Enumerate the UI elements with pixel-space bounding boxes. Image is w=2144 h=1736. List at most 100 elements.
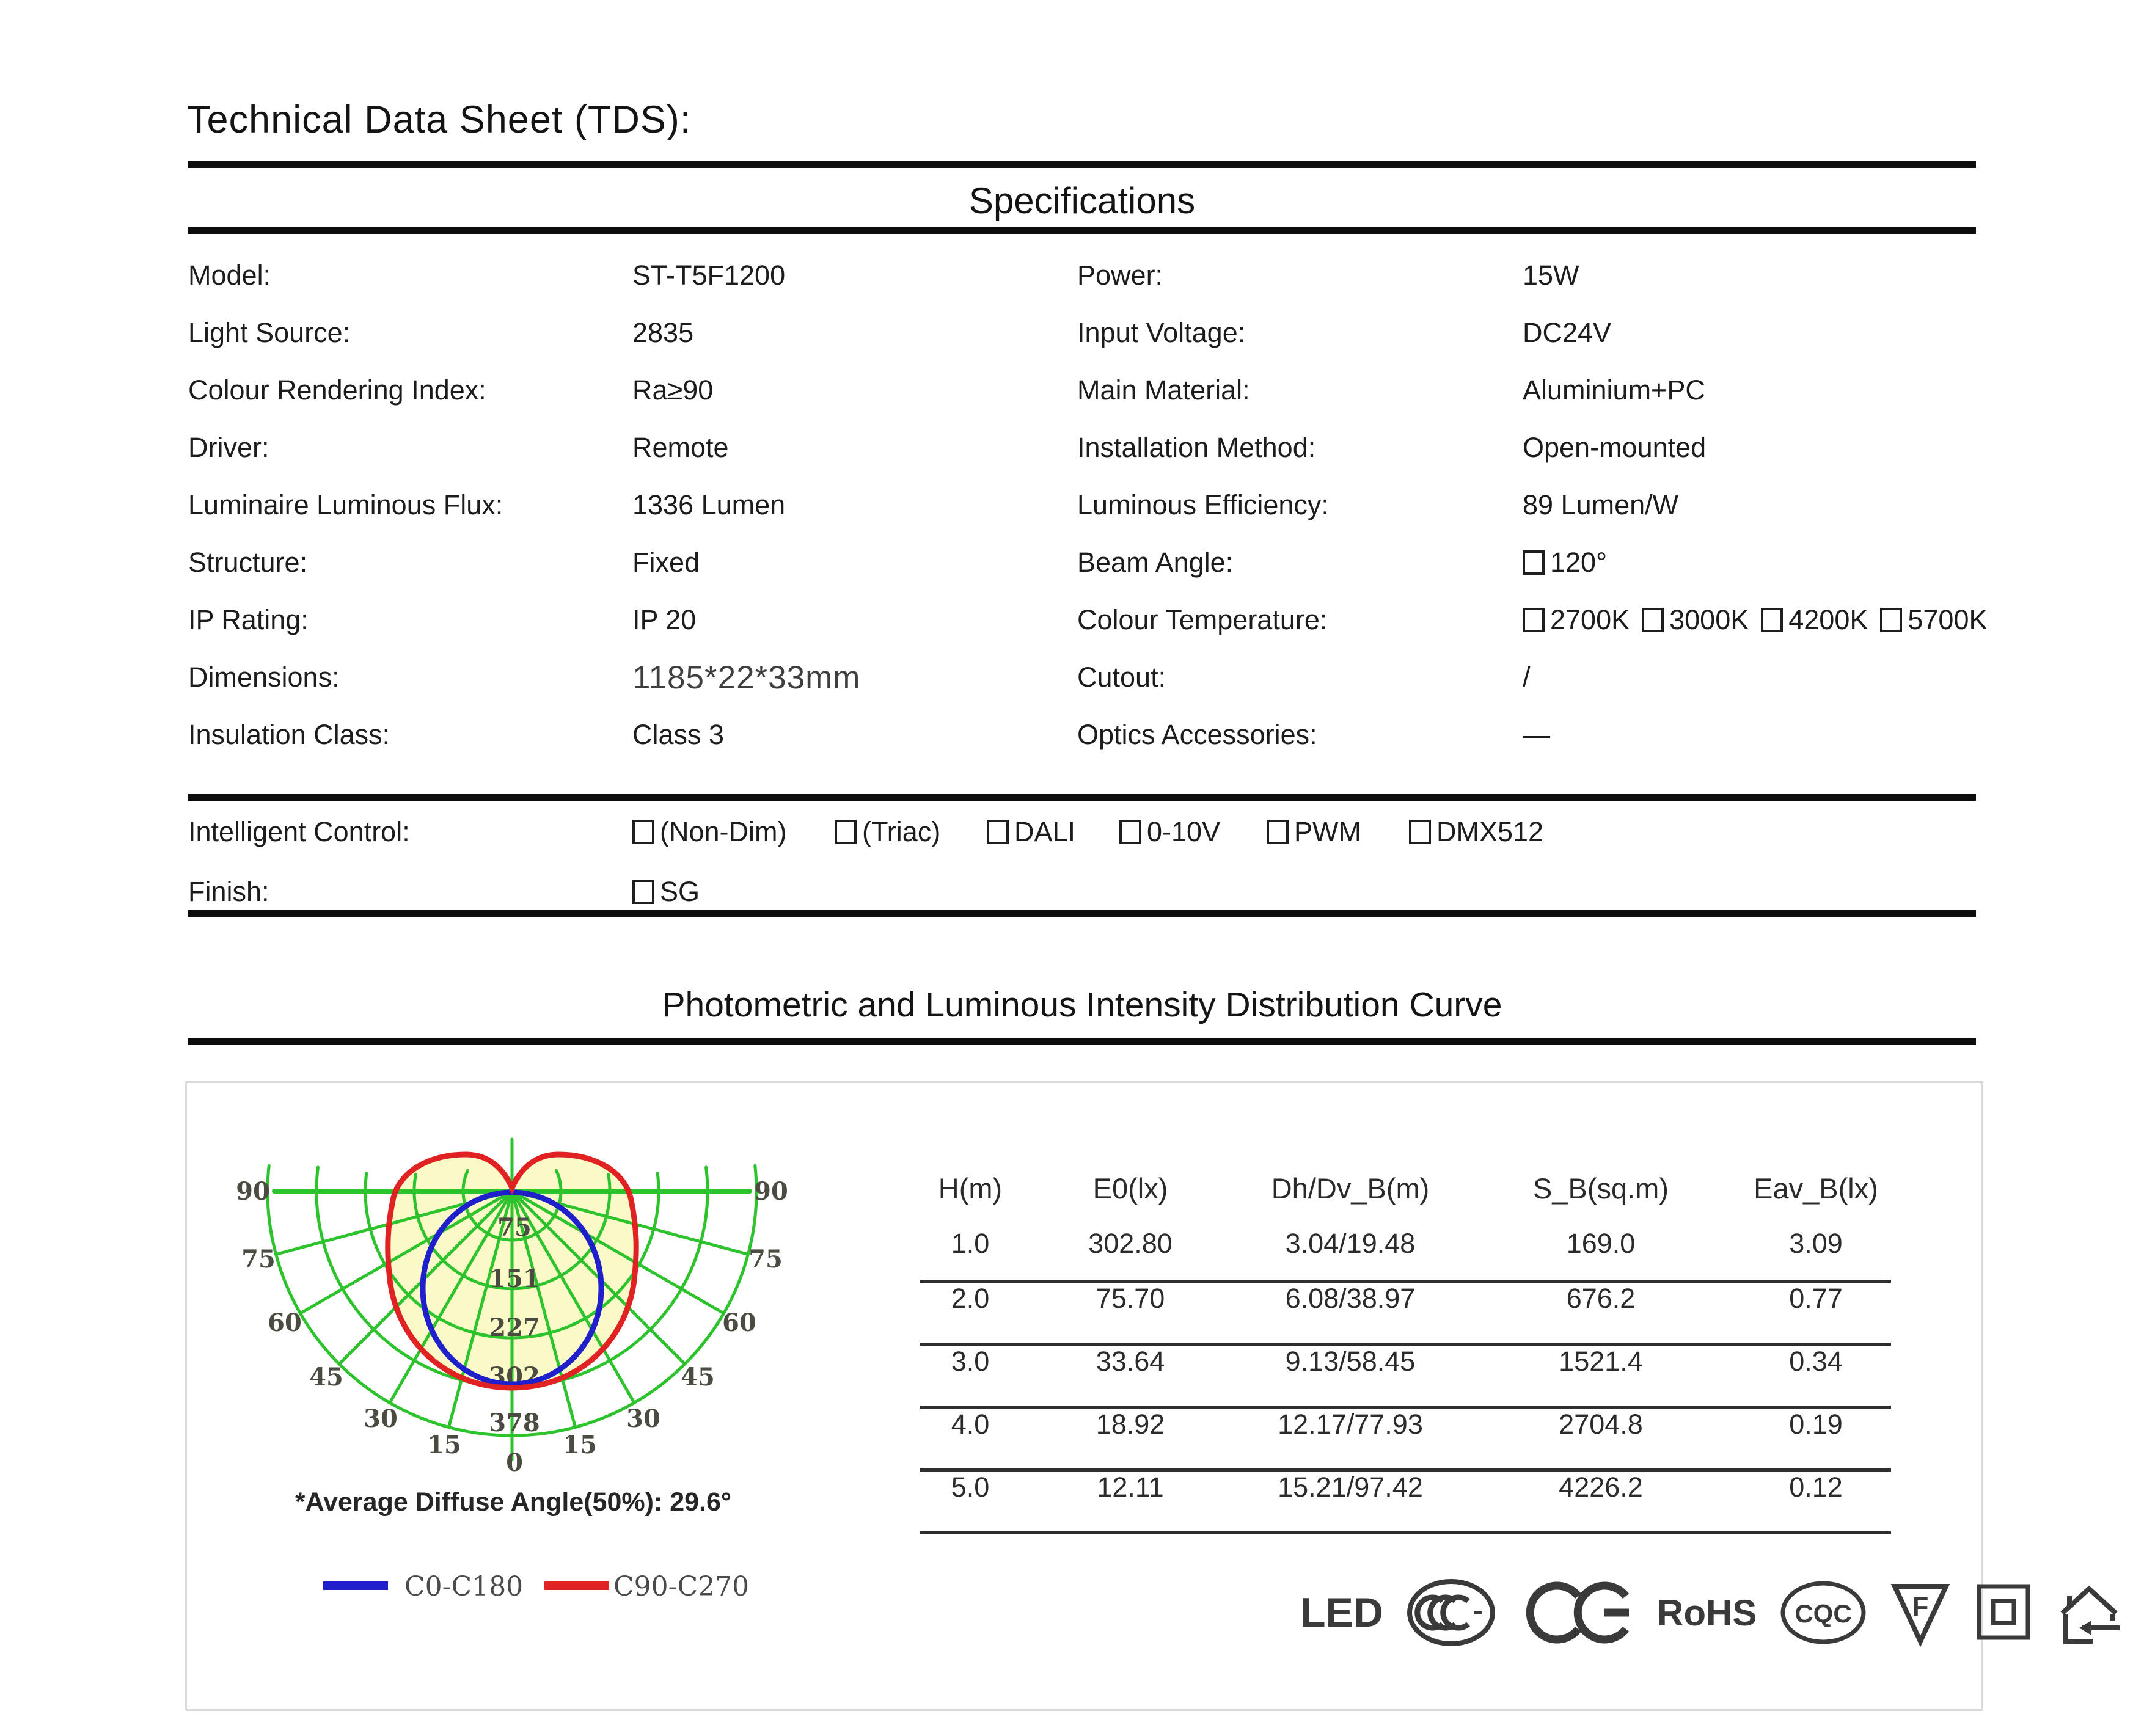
angle-label: 45 (681, 1363, 715, 1391)
table-row: 1.0 302.80 3.04/19.48 169.0 3.09 (920, 1228, 1891, 1260)
checkbox-4200k[interactable] (1761, 608, 1783, 632)
table-cell: 302.80 (1021, 1228, 1240, 1260)
checkbox-label: 5700K (1908, 604, 1987, 636)
checkbox-3000k[interactable] (1642, 608, 1664, 632)
table-cell: 4.0 (920, 1409, 1021, 1440)
zero-angle-label: 0 (506, 1448, 523, 1477)
checkbox-non-dim[interactable] (632, 820, 654, 844)
spec-label-cutout: Cutout: (1077, 662, 1523, 693)
checkbox-triac[interactable] (835, 820, 857, 844)
spec-label-cri: Colour Rendering Index: (188, 374, 632, 406)
checkbox-dali[interactable] (987, 820, 1009, 844)
class-ii-insulation-icon (1973, 1578, 2034, 1648)
checkbox-label: (Non-Dim) (660, 816, 787, 848)
spec-label-light-source: Light Source: (188, 317, 632, 349)
table-cell: 3.04/19.48 (1240, 1228, 1461, 1260)
spec-value-cri: Ra≥90 (632, 374, 1077, 406)
table-row: 2.0 75.70 6.08/38.97 676.2 0.77 (920, 1283, 1891, 1315)
legend-swatch-c90 (544, 1581, 609, 1590)
spec-label-dimensions: Dimensions: (188, 662, 632, 693)
cct-option: 4200K (1761, 604, 1868, 636)
finish-option: SG (632, 876, 700, 908)
table-cell: 169.0 (1461, 1228, 1741, 1260)
table-cell: 33.64 (1021, 1346, 1240, 1377)
checkbox-2700k[interactable] (1523, 608, 1545, 632)
control-option: 0-10V (1119, 816, 1220, 848)
certification-marks: LED RoHS CQC F (1300, 1576, 2124, 1649)
photometric-heading: Photometric and Luminous Intensity Distr… (188, 985, 1976, 1025)
table-cell: 15.21/97.42 (1240, 1472, 1461, 1503)
divider (188, 227, 1976, 234)
intelligent-control-label: Intelligent Control: (188, 812, 410, 852)
table-cell: 18.92 (1021, 1409, 1240, 1440)
ce-mark-icon (1519, 1578, 1635, 1648)
angle-label: 90 (754, 1177, 788, 1206)
angle-label: 60 (722, 1308, 756, 1337)
angle-label: 75 (241, 1245, 276, 1274)
control-option: (Non-Dim) (632, 816, 787, 848)
finish-label: Finish: (188, 872, 269, 911)
spec-label-main-material: Main Material: (1077, 374, 1523, 406)
table-cell: 6.08/38.97 (1240, 1283, 1461, 1315)
checkbox-0-10v[interactable] (1119, 820, 1141, 844)
checkbox-5700k[interactable] (1880, 608, 1902, 632)
table-row-divider (920, 1531, 1891, 1534)
spec-label-ip-rating: IP Rating: (188, 604, 632, 636)
legend-label-c90-c270: C90-C270 (613, 1571, 749, 1602)
legend-swatch-c0 (323, 1581, 388, 1590)
divider (188, 910, 1976, 917)
angle-label: 45 (309, 1363, 343, 1391)
colour-temperature-options: 2700K 3000K 4200K 5700K (1523, 604, 1976, 636)
beam-angle-options: 120° (1523, 547, 1976, 578)
ring-label: 378 (489, 1409, 540, 1437)
spec-value-structure: Fixed (632, 547, 1077, 578)
table-cell: 0.34 (1741, 1346, 1891, 1377)
spec-label-luminous-flux: Luminaire Luminous Flux: (188, 489, 632, 521)
average-diffuse-angle-caption: *Average Diffuse Angle(50%): 29.6° (214, 1487, 813, 1517)
table-cell: 1.0 (920, 1228, 1021, 1260)
specifications-heading: Specifications (188, 180, 1976, 222)
checkbox-label: 4200K (1788, 604, 1868, 636)
table-cell: 3.09 (1741, 1228, 1891, 1260)
ccc-mark-icon (1405, 1578, 1497, 1648)
spec-label-power: Power: (1077, 260, 1523, 291)
spec-value-cutout: / (1523, 662, 1976, 693)
spec-value-input-voltage: DC24V (1523, 317, 1976, 349)
angle-label: 15 (563, 1431, 597, 1459)
table-cell: 0.19 (1741, 1409, 1891, 1440)
angle-label: 90 (236, 1177, 270, 1206)
ring-label: 75 (497, 1213, 532, 1242)
table-row: 3.0 33.64 9.13/58.45 1521.4 0.34 (920, 1346, 1891, 1377)
table-cell: 0.12 (1741, 1472, 1891, 1503)
checkbox-dmx512[interactable] (1409, 820, 1431, 844)
angle-label: 30 (364, 1404, 398, 1433)
photometric-table: H(m) E0(lx) Dh/Dv_B(m) S_B(sq.m) Eav_B(l… (920, 1148, 1891, 1228)
checkbox-beam-120[interactable] (1523, 550, 1545, 575)
table-cell: 1521.4 (1461, 1346, 1741, 1377)
tds-document: Technical Data Sheet (TDS): Specificatio… (0, 0, 2144, 1736)
table-cell: 676.2 (1461, 1283, 1741, 1315)
checkbox-pwm[interactable] (1267, 820, 1289, 844)
checkbox-label: 2700K (1550, 604, 1630, 636)
angle-label: 75 (748, 1245, 783, 1274)
table-row: 5.0 12.11 15.21/97.42 4226.2 0.12 (920, 1472, 1891, 1503)
checkbox-label: (Triac) (862, 816, 940, 848)
led-mark: LED (1300, 1589, 1383, 1636)
divider (188, 1038, 1976, 1045)
table-cell: 12.11 (1021, 1472, 1240, 1503)
control-option: DALI (987, 816, 1075, 848)
table-cell: 9.13/58.45 (1240, 1346, 1461, 1377)
table-header-eavb: Eav_B(lx) (1741, 1148, 1891, 1228)
checkbox-sg[interactable] (632, 880, 654, 904)
spec-label-input-voltage: Input Voltage: (1077, 317, 1523, 349)
table-header-sb: S_B(sq.m) (1461, 1148, 1741, 1228)
table-header-e0: E0(lx) (1021, 1148, 1240, 1228)
spec-value-power: 15W (1523, 260, 1976, 291)
cct-option: 2700K (1523, 604, 1630, 636)
table-cell: 3.0 (920, 1346, 1021, 1377)
angle-label: 15 (427, 1431, 461, 1459)
table-cell: 12.17/77.93 (1240, 1409, 1461, 1440)
spec-label-luminous-efficiency: Luminous Efficiency: (1077, 489, 1523, 521)
ring-label: 227 (489, 1313, 540, 1342)
spec-value-installation: Open-mounted (1523, 432, 1976, 464)
